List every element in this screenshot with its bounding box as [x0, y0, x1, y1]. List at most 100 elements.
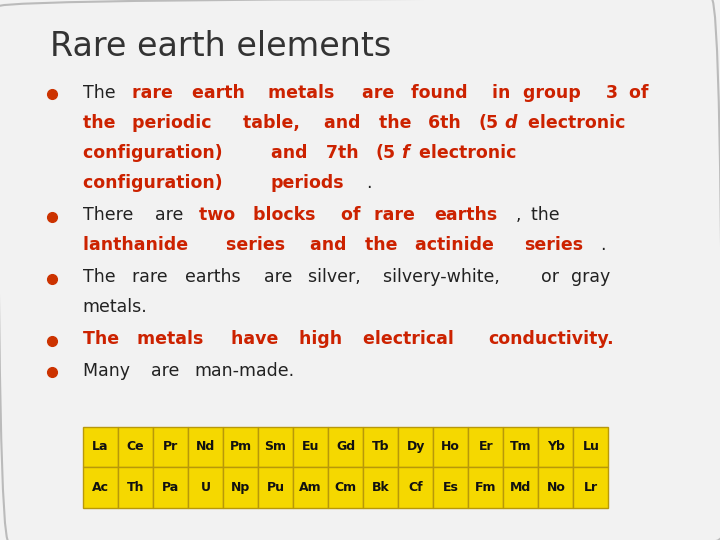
Text: or: or [541, 268, 564, 286]
FancyBboxPatch shape [539, 427, 573, 467]
FancyBboxPatch shape [573, 427, 608, 467]
Text: in: in [492, 84, 516, 102]
Text: of: of [341, 206, 367, 224]
FancyBboxPatch shape [223, 427, 258, 467]
Text: electronic: electronic [419, 144, 522, 162]
Text: Md: Md [510, 481, 531, 494]
FancyBboxPatch shape [293, 427, 328, 467]
Text: periods: periods [271, 174, 344, 192]
Text: Cm: Cm [335, 481, 356, 494]
FancyBboxPatch shape [293, 467, 328, 508]
Text: Cf: Cf [408, 481, 423, 494]
FancyBboxPatch shape [398, 467, 433, 508]
Text: Fm: Fm [475, 481, 497, 494]
Text: Pu: Pu [266, 481, 284, 494]
Text: There: There [83, 206, 139, 224]
Text: man-made.: man-made. [194, 362, 294, 380]
Text: Th: Th [127, 481, 144, 494]
Text: are: are [155, 206, 189, 224]
Text: Pr: Pr [163, 440, 178, 454]
Text: earths: earths [435, 206, 498, 224]
FancyBboxPatch shape [188, 467, 223, 508]
Text: the: the [83, 114, 121, 132]
Text: of: of [629, 84, 654, 102]
Text: metals: metals [137, 330, 210, 348]
FancyBboxPatch shape [433, 427, 468, 467]
FancyBboxPatch shape [363, 467, 398, 508]
Text: The: The [83, 330, 125, 348]
Text: Bk: Bk [372, 481, 390, 494]
Text: Yb: Yb [547, 440, 564, 454]
FancyBboxPatch shape [328, 427, 363, 467]
Text: metals.: metals. [83, 299, 148, 316]
Text: configuration): configuration) [83, 144, 228, 162]
Text: Ac: Ac [92, 481, 109, 494]
FancyBboxPatch shape [328, 467, 363, 508]
Text: The: The [83, 268, 121, 286]
Text: Ho: Ho [441, 440, 460, 454]
Text: No: No [546, 481, 565, 494]
FancyBboxPatch shape [433, 467, 468, 508]
FancyBboxPatch shape [503, 427, 539, 467]
Text: earth: earth [192, 84, 251, 102]
Text: Gd: Gd [336, 440, 355, 454]
Text: La: La [92, 440, 109, 454]
Text: lanthanide: lanthanide [83, 237, 194, 254]
FancyBboxPatch shape [118, 427, 153, 467]
Text: Eu: Eu [302, 440, 319, 454]
Text: Sm: Sm [264, 440, 287, 454]
Text: 3: 3 [606, 84, 624, 102]
FancyBboxPatch shape [363, 427, 398, 467]
Text: periodic: periodic [132, 114, 218, 132]
Text: 7th: 7th [325, 144, 364, 162]
FancyBboxPatch shape [153, 427, 188, 467]
Text: two: two [199, 206, 240, 224]
Text: have: have [230, 330, 284, 348]
Text: 6th: 6th [428, 114, 467, 132]
FancyBboxPatch shape [83, 467, 118, 508]
Text: series: series [226, 237, 292, 254]
Text: Tm: Tm [510, 440, 531, 454]
Text: earths: earths [185, 268, 246, 286]
Text: Pm: Pm [230, 440, 251, 454]
Text: and: and [324, 114, 366, 132]
FancyBboxPatch shape [188, 427, 223, 467]
Text: U: U [200, 481, 210, 494]
Text: Lr: Lr [584, 481, 598, 494]
FancyBboxPatch shape [539, 467, 573, 508]
FancyBboxPatch shape [573, 467, 608, 508]
Text: Am: Am [300, 481, 322, 494]
Text: Pa: Pa [162, 481, 179, 494]
FancyBboxPatch shape [398, 427, 433, 467]
Text: and: and [310, 237, 353, 254]
Text: silvery-white,: silvery-white, [383, 268, 505, 286]
Text: actinide: actinide [415, 237, 500, 254]
Text: conductivity.: conductivity. [488, 330, 613, 348]
Text: the: the [365, 237, 403, 254]
Text: electronic: electronic [528, 114, 631, 132]
Text: rare: rare [132, 268, 173, 286]
Text: found: found [411, 84, 474, 102]
FancyBboxPatch shape [468, 467, 503, 508]
Text: (5: (5 [375, 144, 395, 162]
Text: metals: metals [269, 84, 341, 102]
Text: Er: Er [479, 440, 493, 454]
Text: the: the [531, 206, 564, 224]
Text: series: series [524, 237, 583, 254]
Text: are: are [362, 84, 400, 102]
Text: Dy: Dy [407, 440, 425, 454]
FancyBboxPatch shape [503, 467, 539, 508]
Text: table,: table, [243, 114, 306, 132]
Text: Np: Np [231, 481, 250, 494]
Text: .: . [366, 174, 372, 192]
Text: high: high [300, 330, 348, 348]
Text: Lu: Lu [582, 440, 599, 454]
Text: .: . [600, 237, 606, 254]
Text: Rare earth elements: Rare earth elements [50, 30, 392, 63]
Text: group: group [523, 84, 588, 102]
Text: are: are [264, 268, 298, 286]
Text: d: d [505, 114, 517, 132]
Text: Many: Many [83, 362, 135, 380]
FancyBboxPatch shape [118, 467, 153, 508]
Text: and: and [271, 144, 313, 162]
